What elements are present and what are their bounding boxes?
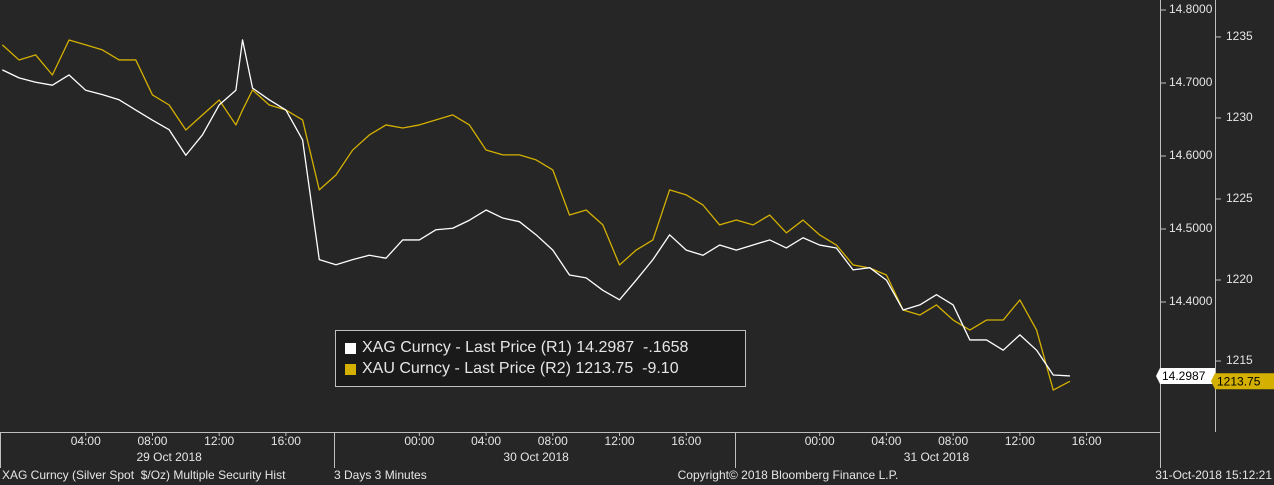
y-tick-label: 14.5000 [1169,221,1213,235]
y2-tick-label: 1230 [1226,110,1253,124]
legend-part: 1213.75 [575,360,633,377]
series-line [1,39,1071,391]
date-label: 31 Oct 2018 [904,450,970,464]
x-tick-label: 04:00 [871,434,901,448]
legend-gap [633,360,642,377]
y-tick-label: 14.4000 [1169,294,1213,308]
legend-label: XAG Curncy - Last Price (R1) 14.2987 -.1… [362,339,688,356]
footer-middle: 3 Days 3 Minutes [334,468,427,482]
x-tick-label: 12:00 [605,434,635,448]
legend-part: XAG Curncy - Last Price (R1) [362,339,572,356]
x-tick-label: 08:00 [938,434,968,448]
legend-swatch [345,364,356,375]
footer-left: XAG Curncy (Silver Spot $/Oz) Multiple S… [2,468,286,482]
y2-tick-label: 1215 [1226,353,1253,367]
footer-timestamp: 31-Oct-2018 15:12:21 [1155,468,1272,482]
y-tick-label: 14.6000 [1169,148,1213,162]
legend-part: XAU Curncy - Last Price (R2) [362,360,571,377]
x-tick-label: 16:00 [271,434,301,448]
legend-box [335,330,746,387]
y2-tick-label: 1220 [1226,272,1253,286]
x-tick-label: 12:00 [1005,434,1035,448]
footer-copyright: Copyright© 2018 Bloomberg Finance L.P. [678,468,899,482]
axis-frame [0,0,1216,468]
x-tick-label: 00:00 [805,434,835,448]
x-tick-label: 12:00 [204,434,234,448]
x-tick-label: 08:00 [538,434,568,448]
series-line [2,39,1070,377]
last-value-label: 14.2987 [1162,369,1206,383]
x-tick-label: 04:00 [71,434,101,448]
x-tick-label: 04:00 [471,434,501,448]
legend-gap [634,339,643,356]
legend-part: -.1658 [643,339,688,356]
y-tick-label: 14.7000 [1169,75,1213,89]
legend [335,330,746,387]
legend-label: XAU Curncy - Last Price (R2) 1213.75 -9.… [362,360,679,377]
last-value-label: 1213.75 [1217,374,1261,388]
legend-part: 14.2987 [576,339,634,356]
last-value-tag [1156,367,1215,384]
legend-swatch [345,343,356,354]
date-label: 30 Oct 2018 [503,450,569,464]
x-tick-label: 16:00 [1072,434,1102,448]
y-tick-label: 14.8000 [1169,2,1213,16]
legend-part: -9.10 [642,360,679,377]
x-tick-label: 16:00 [671,434,701,448]
x-tick-label: 00:00 [404,434,434,448]
plot-area [1,39,1071,391]
x-tick-label: 08:00 [137,434,167,448]
y2-tick-label: 1235 [1226,29,1253,43]
y2-tick-label: 1225 [1226,191,1253,205]
date-label: 29 Oct 2018 [136,450,202,464]
last-value-tag [1211,373,1274,390]
